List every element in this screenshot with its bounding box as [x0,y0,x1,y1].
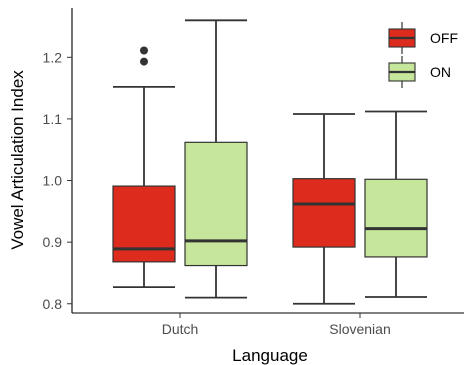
outlier-point [140,46,148,55]
legend-item-on: ON [388,56,451,88]
legend: OFF ON [388,22,458,88]
box-on-dutch [184,19,248,299]
boxes-layer [112,19,428,305]
y-ticks: 0.8 0.9 1.0 1.1 1.2 [43,49,72,312]
box-on-slovenian [364,110,428,298]
y-tick-label: 1.2 [43,49,63,65]
x-ticks: Dutch Slovenian [162,313,391,337]
box-off-slovenian [292,113,356,305]
y-tick-label: 1.1 [43,111,63,127]
x-tick-label: Slovenian [329,321,391,337]
y-axis-title: Vowel Articulation Index [8,70,27,250]
legend-item-off: OFF [388,22,458,54]
x-axis-title: Language [232,346,308,365]
y-tick-label: 0.9 [43,234,63,250]
y-tick-label: 1.0 [43,173,63,189]
x-tick-label: Dutch [162,321,199,337]
legend-label: OFF [430,30,458,46]
outlier-point [140,57,148,66]
box-iqr [364,178,428,258]
y-tick-label: 0.8 [43,296,63,312]
box-iqr [292,178,356,248]
legend-label: ON [430,64,451,80]
box-iqr [184,141,248,267]
box-off-dutch [112,46,176,289]
box-iqr [112,185,176,263]
